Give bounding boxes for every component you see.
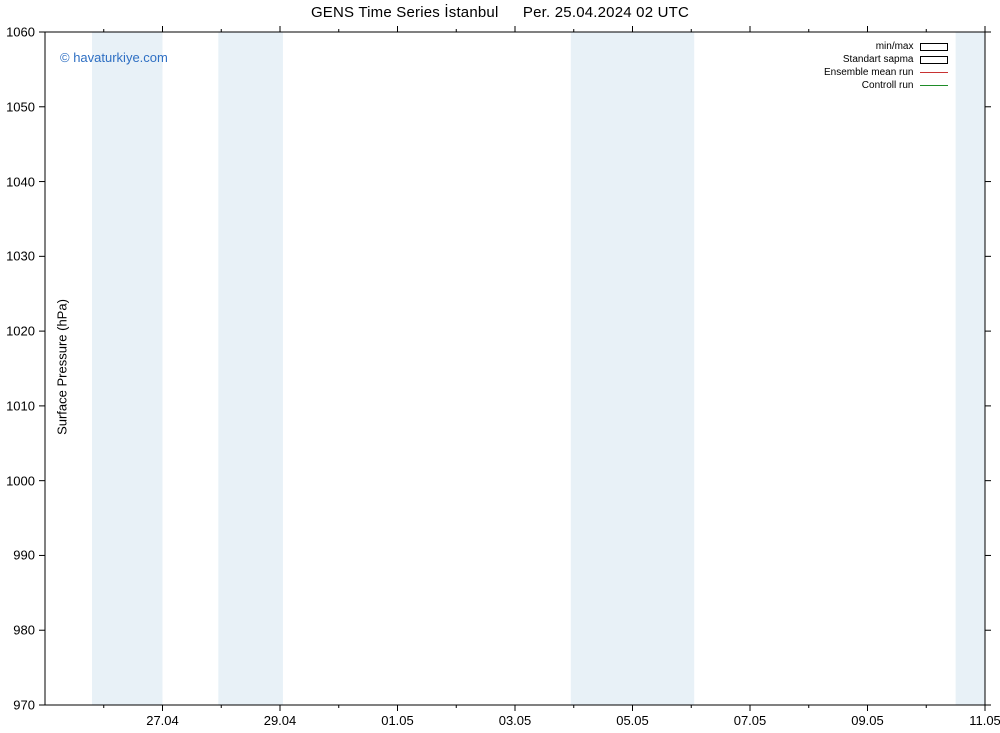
x-tick-label: 29.04 — [264, 713, 297, 728]
y-tick-label: 1020 — [0, 324, 35, 339]
y-tick-label: 1040 — [0, 174, 35, 189]
legend-label: Standart sapma — [843, 53, 914, 66]
legend-swatch — [920, 56, 948, 64]
chart-svg — [0, 0, 1000, 733]
legend-item: Controll run — [824, 79, 948, 92]
y-tick-label: 990 — [0, 548, 35, 563]
x-tick-label: 05.05 — [616, 713, 649, 728]
y-tick-label: 970 — [0, 698, 35, 713]
legend-label: Controll run — [862, 79, 914, 92]
x-tick-label: 27.04 — [146, 713, 179, 728]
x-tick-label: 11.05 — [969, 713, 1000, 728]
y-tick-label: 1030 — [0, 249, 35, 264]
legend-swatch — [920, 43, 948, 51]
chart-container: GENS Time Series İstanbul Per. 25.04.202… — [0, 0, 1000, 733]
x-tick-label: 01.05 — [381, 713, 414, 728]
x-tick-label: 03.05 — [499, 713, 532, 728]
legend-item: min/max — [824, 40, 948, 53]
legend-label: min/max — [876, 40, 914, 53]
x-tick-label: 07.05 — [734, 713, 767, 728]
legend-label: Ensemble mean run — [824, 66, 914, 79]
legend-item: Ensemble mean run — [824, 66, 948, 79]
y-tick-label: 1050 — [0, 99, 35, 114]
y-tick-label: 1010 — [0, 398, 35, 413]
legend-line — [920, 85, 948, 86]
y-tick-label: 1000 — [0, 473, 35, 488]
legend: min/maxStandart sapmaEnsemble mean runCo… — [824, 40, 948, 92]
x-tick-label: 09.05 — [851, 713, 884, 728]
legend-item: Standart sapma — [824, 53, 948, 66]
y-tick-label: 980 — [0, 623, 35, 638]
y-tick-label: 1060 — [0, 25, 35, 40]
legend-line — [920, 72, 948, 73]
